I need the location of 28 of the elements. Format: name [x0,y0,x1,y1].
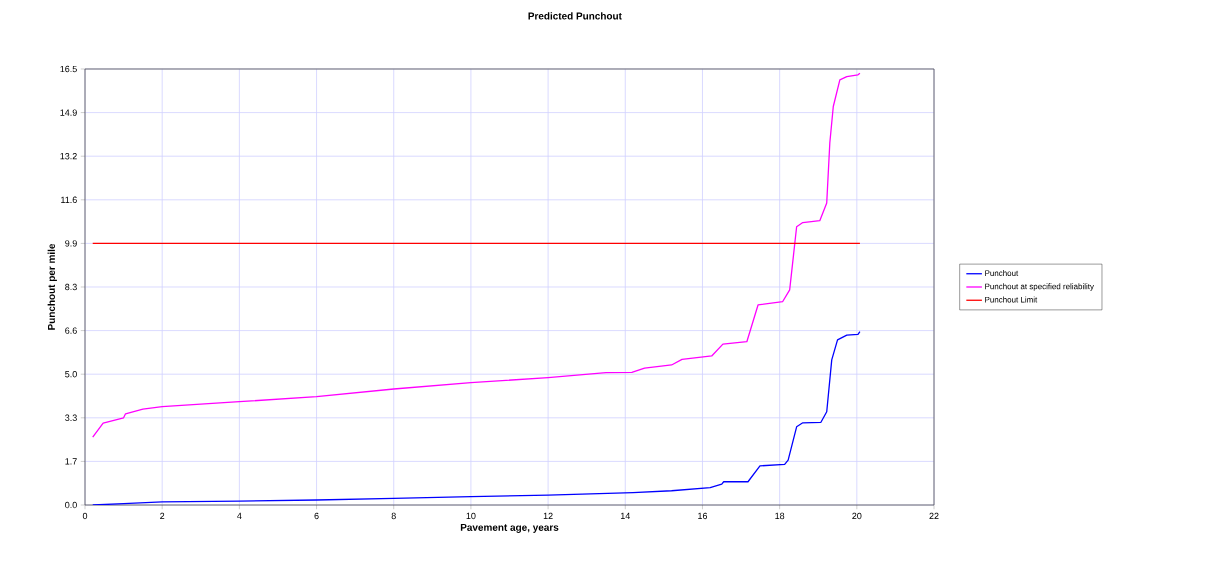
x-tick-label: 10 [466,512,476,520]
x-tick-label: 22 [929,512,939,520]
y-tick-label: 11.6 [61,196,77,203]
x-tick-label: 0 [82,512,88,520]
line-series [92,331,861,505]
y-tick-label: 16.5 [60,65,77,73]
y-tick-label: 14.9 [60,109,77,116]
y-tick-label: 3.3 [65,414,77,421]
x-axis-title: Pavement age, years [460,523,559,533]
line-series [92,72,861,438]
x-tick-label: 12 [543,512,553,520]
y-tick-label: 6.6 [65,327,77,334]
x-tick-label: 8 [391,512,396,520]
chart-title: Predicted Punchout [528,12,622,20]
x-tick-label: 4 [237,512,242,519]
x-tick-label: 18 [775,512,785,520]
x-tick-label: 6 [314,512,319,520]
y-axis-title: Punchout per mile [47,243,57,330]
y-tick-label: 9.9 [65,240,77,247]
y-tick-label: 13.2 [60,153,77,160]
y-tick-label: 1.7 [65,458,77,465]
y-tick-label: 0.0 [65,501,77,509]
x-tick-label: 14 [620,512,630,519]
x-tick-label: 16 [698,512,708,520]
y-tick-label: 8.3 [65,283,77,291]
y-tick-label: 5.0 [65,371,77,378]
x-tick-label: 2 [160,512,165,520]
x-tick-label: 20 [852,512,862,520]
